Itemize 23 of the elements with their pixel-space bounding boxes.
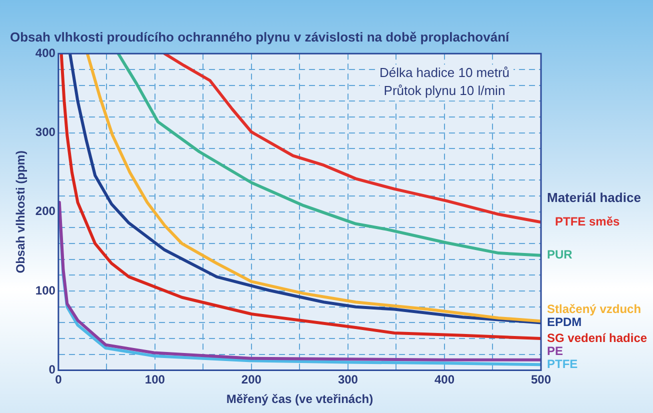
y-tick-label: 100 <box>35 283 56 298</box>
legend-title: Materiál hadice <box>547 190 641 205</box>
x-tick-label: 200 <box>241 372 262 387</box>
series-label: PE <box>547 344 564 358</box>
series-label: EPDM <box>547 315 582 330</box>
chart-title: Obsah vlhkosti proudícího ochranného plynu v závislosti na době proplachování <box>10 29 510 44</box>
annotation: Průtok plynu 10 l/min <box>384 83 506 98</box>
series-label: Stlačený vzduch <box>547 302 642 316</box>
series-label: PTFE směs <box>555 214 620 228</box>
series-label: SG vedení hadice <box>547 330 648 345</box>
y-tick-label: 0 <box>48 362 56 377</box>
series-label: PTFE <box>547 356 578 371</box>
x-tick-label: 300 <box>338 372 358 387</box>
x-tick-label: 100 <box>144 372 166 387</box>
y-axis-title: Obsah vlhkosti (ppm) <box>14 150 28 274</box>
x-tick-label: 400 <box>434 372 455 387</box>
y-tick-label: 200 <box>35 204 56 218</box>
annotation: Délka hadice 10 metrů <box>379 65 510 80</box>
series-label: PUR <box>547 248 573 262</box>
y-tick-label: 300 <box>35 125 56 140</box>
x-tick-label: 500 <box>530 372 552 387</box>
y-tick-label: 400 <box>35 46 56 60</box>
x-axis-title: Měřený čas (ve vteřinách) <box>226 392 374 406</box>
